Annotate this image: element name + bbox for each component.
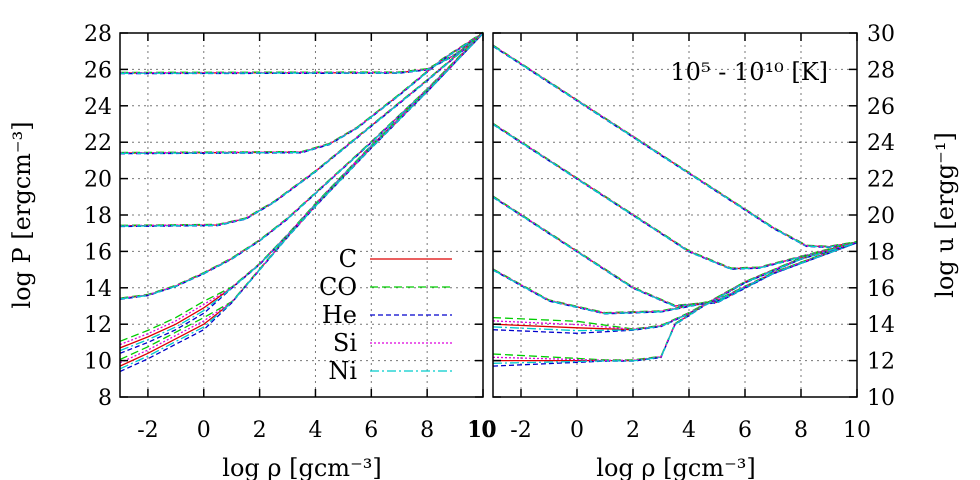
y-tick-label: 20	[867, 204, 895, 229]
series-line-si	[119, 32, 484, 154]
series-line-co	[492, 240, 858, 314]
series-line-co	[119, 31, 484, 226]
y-tick-label: 28	[867, 58, 895, 83]
series-line-c	[492, 241, 858, 314]
y-tick-label: 24	[867, 131, 895, 156]
series-line-si	[119, 32, 484, 74]
series-line-si	[492, 241, 858, 314]
x-tick-label: -2	[137, 418, 158, 443]
left-xlabel: log ρ [gcm⁻³]	[222, 454, 381, 480]
series-line-co	[492, 122, 858, 269]
series-line-co	[119, 31, 484, 299]
y-tick-label: 26	[84, 58, 112, 83]
y-tick-label: 18	[867, 240, 895, 265]
legend-label-ni: Ni	[328, 357, 357, 385]
series-line-he	[119, 32, 484, 155]
legend-label-he: He	[322, 301, 357, 329]
series-line-si	[119, 32, 484, 227]
y-tick-label: 22	[867, 168, 895, 193]
y-tick-label: 14	[867, 313, 895, 338]
series-line-he	[492, 123, 858, 270]
series-line-si	[492, 241, 858, 361]
x-tick-label: 8	[794, 418, 808, 443]
y-tick-label: 20	[84, 168, 112, 193]
series-line-si	[119, 32, 484, 364]
series-line-co	[492, 195, 858, 306]
series-line-ni	[492, 241, 858, 364]
series-line-c	[119, 32, 484, 154]
series-line-co	[492, 240, 858, 330]
y-tick-label: 10	[867, 386, 895, 411]
x-tick-label: 2	[253, 418, 267, 443]
y-tick-label: 16	[84, 240, 112, 265]
x-tick-label: 2	[626, 418, 640, 443]
x-tick-label: 6	[738, 418, 752, 443]
series-line-he	[119, 33, 484, 354]
series-line-he	[119, 33, 484, 228]
left-ylabel: log P [ergcm⁻³]	[8, 121, 36, 308]
x-tick-label: -2	[510, 418, 531, 443]
temperature-range-annotation: 10⁵ - 10¹⁰ [K]	[670, 58, 828, 86]
series-line-ni	[119, 32, 484, 74]
series-line-c	[119, 32, 484, 74]
x-tick-label: 0	[570, 418, 584, 443]
y-tick-label: 10	[84, 350, 112, 375]
series-line-he	[492, 242, 858, 315]
series-line-ni	[492, 45, 858, 248]
y-tick-label: 12	[84, 313, 112, 338]
y-tick-label: 18	[84, 204, 112, 229]
series-line-ni	[119, 32, 484, 300]
series-line-c	[119, 32, 484, 227]
y-tick-label: 26	[867, 95, 895, 120]
series-line-si	[492, 123, 858, 270]
series-line-ni	[492, 241, 858, 315]
y-tick-label: 14	[84, 277, 112, 302]
x-tick-label: 10	[469, 418, 497, 443]
series-line-c	[119, 32, 484, 367]
series-line-ni	[119, 32, 484, 370]
series-line-c	[492, 123, 858, 270]
x-tick-label: 0	[197, 418, 211, 443]
series-line-he	[119, 33, 484, 300]
right-xlabel: log ρ [gcm⁻³]	[596, 454, 755, 480]
series-line-co	[119, 31, 484, 361]
y-tick-label: 12	[867, 350, 895, 375]
x-tick-label: 6	[364, 418, 378, 443]
series-line-si	[492, 241, 858, 330]
legend-label-si: Si	[333, 329, 357, 357]
y-tick-label: 28	[84, 22, 112, 47]
right-ylabel: log u [ergg⁻¹]	[931, 132, 959, 298]
legend-label-c: C	[339, 245, 357, 273]
series-line-ni	[492, 123, 858, 270]
x-tick-label: 10	[843, 418, 871, 443]
x-tick-label: 4	[308, 418, 322, 443]
series-line-c	[493, 241, 858, 362]
series-line-ni	[119, 32, 484, 227]
y-tick-label: 22	[84, 131, 112, 156]
y-tick-label: 30	[867, 22, 895, 47]
series-line-he	[119, 32, 484, 75]
series-line-ni	[119, 32, 484, 155]
y-tick-label: 8	[98, 386, 112, 411]
x-tick-label: 8	[420, 418, 434, 443]
x-tick-label: 4	[682, 418, 696, 443]
series-line-co	[119, 31, 484, 154]
series-line-he	[119, 33, 484, 373]
y-tick-label: 24	[84, 95, 112, 120]
series-line-co	[119, 31, 484, 74]
series-line-ni	[119, 32, 484, 352]
y-tick-label: 16	[867, 277, 895, 302]
legend-label-co: CO	[319, 273, 357, 301]
x-tick-label: 10	[467, 418, 495, 443]
